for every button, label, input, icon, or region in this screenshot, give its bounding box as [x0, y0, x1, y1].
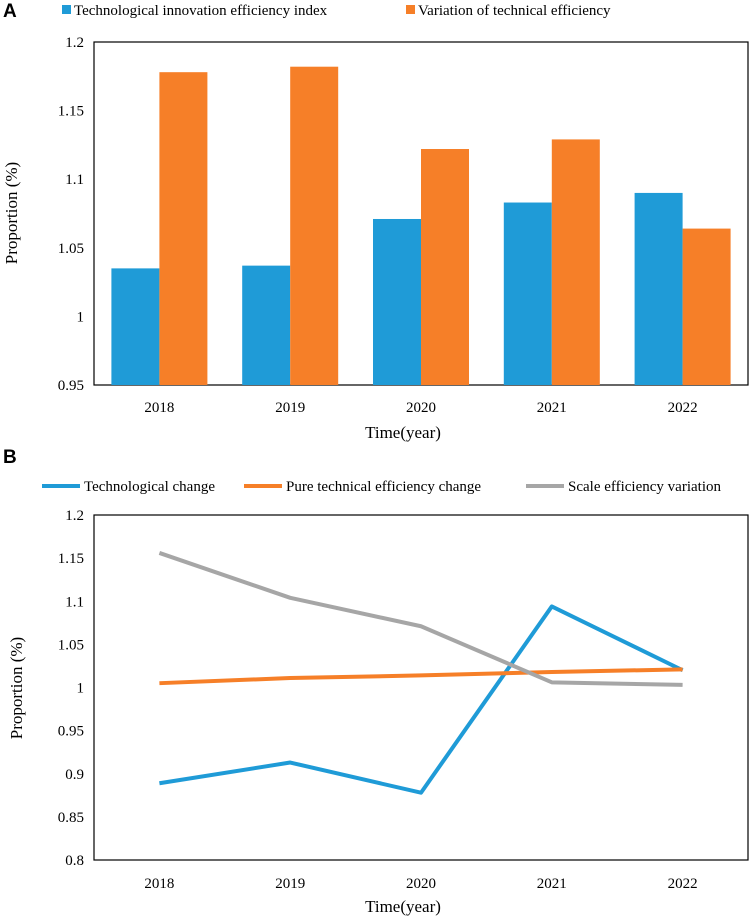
panel-b-y-axis-title: Proportion (%)	[7, 637, 26, 739]
panel-b-x-tick-label: 2020	[406, 876, 436, 892]
panel-a-bars	[111, 66, 731, 386]
panel-b-line-pure-technical-efficiency-change	[159, 667, 683, 686]
panel-a-bar-innovation-index-2019	[242, 265, 291, 385]
panel-a-legend-label: Technological innovation efficiency inde…	[74, 3, 328, 19]
panel-a-y-tick-label: 1.05	[58, 241, 84, 257]
panel-b-y-tick-label: 1.1	[65, 594, 84, 610]
panel-a-legend: Technological innovation efficiency inde…	[62, 3, 611, 19]
panel-b-legend-label: Technological change	[84, 479, 215, 495]
panel-a-legend-label: Variation of technical efficiency	[418, 3, 611, 19]
panel-a-y-tick-label: 1	[77, 309, 85, 325]
panel-b-x-tick-label: 2022	[668, 876, 698, 892]
panel-b-y-tick-label: 1	[77, 681, 85, 697]
panel-b-x-axis-title: Time(year)	[365, 897, 441, 916]
panel-b-x-tick-label: 2019	[275, 876, 305, 892]
panel-a-y-tick-label: 1.15	[58, 104, 84, 120]
panel-b-line-technological-change	[159, 604, 684, 795]
panel-a-bar-technical-efficiency-2018	[159, 72, 208, 386]
panel-a-bar-innovation-index-2018	[111, 268, 160, 385]
panel-b-legend-label: Pure technical efficiency change	[286, 479, 481, 495]
panel-a-bar-technical-efficiency-2021	[551, 139, 600, 385]
panel-b-y-tick-label: 0.95	[58, 724, 84, 740]
panel-b-legend-label: Scale efficiency variation	[568, 479, 721, 495]
panel-a-x-tick-label: 2021	[537, 400, 567, 416]
panel-a-x-axis-title: Time(year)	[365, 423, 441, 442]
panel-b-legend: Technological change Pure technical effic…	[42, 479, 721, 495]
panel-b-letter: B	[3, 447, 17, 468]
panel-a-bar-technical-efficiency-2022	[682, 228, 731, 385]
panel-b-y-tick-label: 1.05	[58, 637, 84, 653]
panel-b-y-tick-label: 0.85	[58, 810, 84, 826]
panel-a-x-axis: 2018 2019 2020 2021 2022	[144, 400, 697, 416]
panel-a-bar-innovation-index-2022	[634, 192, 683, 385]
panel-a-bar-technical-efficiency-2020	[421, 149, 469, 385]
panel-b-line-scale-efficiency-variation	[158, 551, 683, 687]
panel-a: A Technological innovation efficiency in…	[2, 1, 749, 442]
panel-b: B Technological change Pure technical eff…	[3, 447, 749, 916]
panel-b-x-axis: 2018 2019 2020 2021 2022	[144, 876, 697, 892]
panel-a-bar-innovation-index-2020	[373, 218, 421, 385]
panel-a-legend-swatch	[62, 5, 71, 14]
panel-a-x-tick-label: 2022	[668, 400, 698, 416]
panel-a-y-tick-label: 1.2	[65, 35, 84, 51]
panel-b-plot-frame	[93, 514, 749, 861]
panel-a-x-tick-label: 2018	[144, 400, 174, 416]
panel-a-y-tick-label: 0.95	[58, 378, 84, 394]
panel-a-x-tick-label: 2019	[275, 400, 305, 416]
panel-b-lines	[158, 551, 684, 795]
panel-a-legend-swatch	[406, 5, 415, 14]
panel-b-y-axis: 0.8 0.85 0.9 0.95 1 1.05 1.1 1.15 1.2	[58, 508, 84, 869]
panel-b-x-tick-label: 2018	[144, 876, 174, 892]
panel-b-y-tick-label: 1.15	[58, 551, 84, 567]
panel-b-y-tick-label: 0.8	[65, 853, 84, 869]
panel-b-y-tick-label: 1.2	[65, 508, 84, 524]
panel-a-bar-innovation-index-2021	[503, 202, 552, 385]
panel-a-letter: A	[3, 1, 17, 22]
panel-b-x-tick-label: 2021	[537, 876, 567, 892]
panel-a-x-tick-label: 2020	[406, 400, 436, 416]
panel-b-y-tick-label: 0.9	[65, 767, 84, 783]
panel-a-y-axis: 0.95 1 1.05 1.1 1.15 1.2	[58, 35, 84, 394]
panel-a-y-tick-label: 1.1	[65, 172, 84, 188]
panel-a-bar-technical-efficiency-2019	[290, 66, 339, 386]
panel-a-y-axis-title: Proportion (%)	[2, 162, 21, 264]
